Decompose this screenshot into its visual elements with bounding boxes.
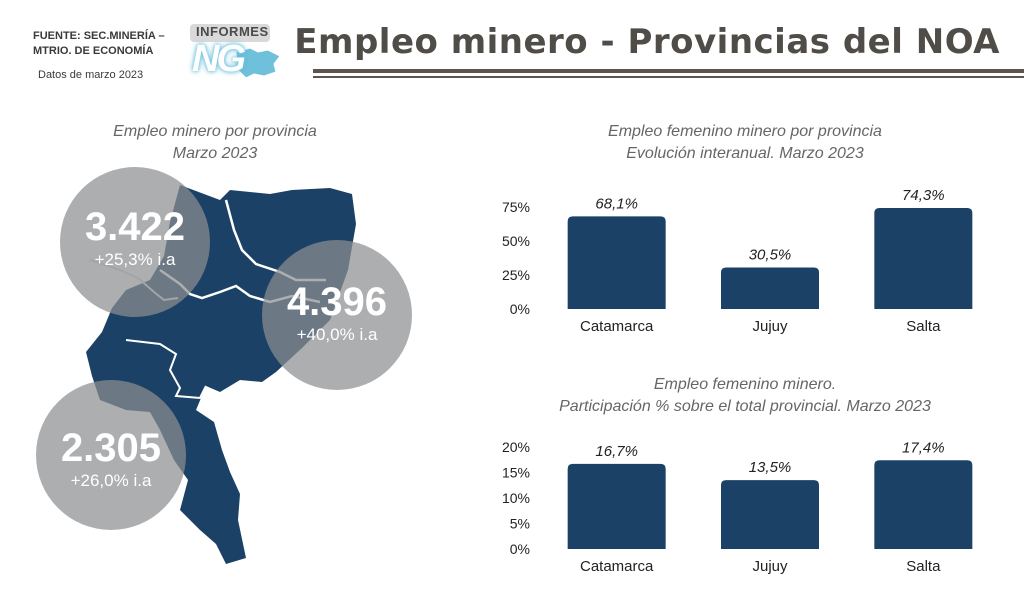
source-note: FUENTE: SEC.MINERÍA – MTRIO. DE ECONOMÍA bbox=[33, 29, 165, 59]
bubble-province-3: 2.305 +26,0% i.a bbox=[36, 380, 186, 530]
bar-catamarca bbox=[567, 216, 666, 309]
chart2-title-line-2: Participación % sobre el total provincia… bbox=[559, 398, 931, 415]
title-rule-thin bbox=[313, 76, 1024, 78]
category-label: Catamarca bbox=[580, 558, 654, 575]
logo-informes-text: INFORMES bbox=[196, 24, 269, 39]
bar-value-label: 17,4% bbox=[902, 439, 945, 456]
category-label: Jujuy bbox=[752, 558, 788, 575]
y-tick-label: 10% bbox=[502, 490, 530, 506]
bubble-value: 4.396 bbox=[286, 280, 388, 324]
bar-jujuy bbox=[721, 267, 819, 309]
bar-salta bbox=[874, 460, 973, 549]
chart1-title-line-2: Evolución interanual. Marzo 2023 bbox=[626, 145, 864, 162]
category-label: Catamarca bbox=[580, 318, 654, 335]
y-tick-label: 75% bbox=[502, 199, 530, 215]
chart2-title-line-1: Empleo femenino minero. bbox=[653, 376, 837, 393]
page-title: Empleo minero - Provincias del NOA bbox=[294, 22, 1000, 62]
bar-value-label: 74,3% bbox=[902, 187, 945, 204]
map-title-line-2: Marzo 2023 bbox=[172, 145, 258, 162]
bubble-province-2: 4.396 +40,0% i.a bbox=[262, 240, 412, 390]
bubble-change: +25,3% i.a bbox=[94, 250, 176, 269]
bar-salta bbox=[874, 207, 973, 309]
source-line-2: MTRIO. DE ECONOMÍA bbox=[33, 45, 154, 57]
y-tick-label: 0% bbox=[510, 301, 530, 317]
bubble-change: +26,0% i.a bbox=[70, 471, 152, 490]
y-tick-label: 15% bbox=[502, 465, 530, 481]
category-label: Salta bbox=[906, 558, 941, 575]
y-tick-label: 20% bbox=[502, 439, 530, 455]
logo-ng-mark: NG bbox=[192, 38, 246, 80]
chart1-title-line-1: Empleo femenino minero por provincia bbox=[608, 123, 882, 140]
category-label: Jujuy bbox=[752, 318, 788, 335]
y-tick-label: 0% bbox=[510, 541, 530, 557]
bubble-province-1: 3.422 +25,3% i.a bbox=[60, 167, 210, 317]
title-rule-thick bbox=[313, 69, 1024, 73]
chart2-title: Empleo femenino minero. Participación % … bbox=[520, 374, 970, 418]
bar-value-label: 13,5% bbox=[749, 459, 792, 476]
bar-value-label: 16,7% bbox=[595, 443, 638, 460]
map-title-line-1: Empleo minero por provincia bbox=[113, 123, 317, 140]
bar-value-label: 68,1% bbox=[595, 195, 638, 212]
bubble-value: 2.305 bbox=[60, 426, 162, 470]
map-title: Empleo minero por provincia Marzo 2023 bbox=[60, 121, 370, 165]
province-border-line-3 bbox=[125, 339, 207, 400]
logo-badge-shape bbox=[190, 24, 281, 79]
informes-ng-logo: INFORMES NG bbox=[188, 22, 284, 82]
data-date: Datos de marzo 2023 bbox=[38, 69, 144, 81]
source-line-1: FUENTE: SEC.MINERÍA – bbox=[33, 30, 165, 42]
bar-jujuy bbox=[721, 480, 819, 549]
category-label: Salta bbox=[906, 318, 941, 335]
y-tick-label: 5% bbox=[510, 516, 530, 532]
y-tick-label: 25% bbox=[502, 267, 530, 283]
bubble-change: +40,0% i.a bbox=[296, 325, 378, 344]
bar-value-label: 30,5% bbox=[749, 247, 792, 264]
y-tick-label: 50% bbox=[502, 233, 530, 249]
chart1-title: Empleo femenino minero por provincia Evo… bbox=[520, 121, 970, 165]
bubble-value: 3.422 bbox=[84, 205, 186, 249]
bar-catamarca bbox=[567, 463, 666, 549]
